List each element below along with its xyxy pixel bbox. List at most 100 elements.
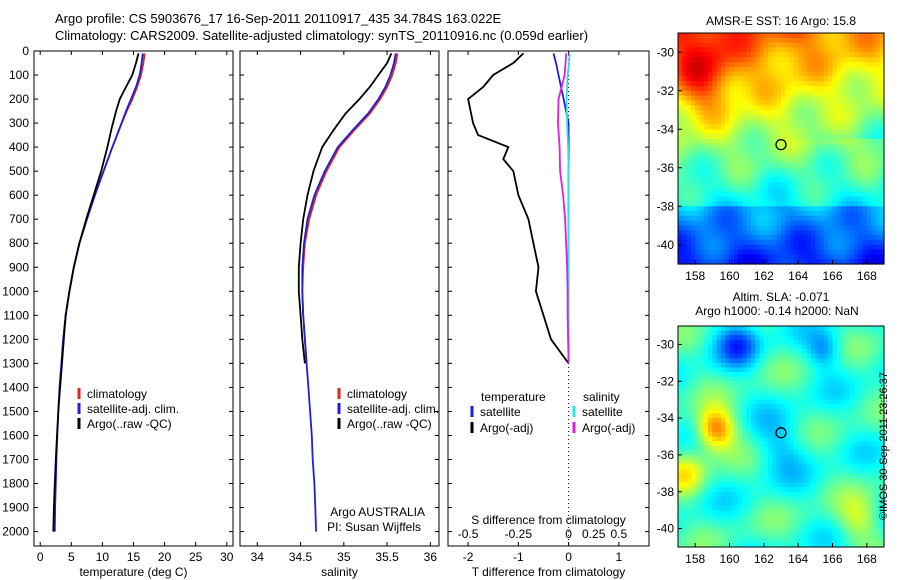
map-cell: [854, 496, 859, 502]
map-cell: [768, 187, 773, 193]
map-cell: [871, 187, 876, 193]
map-cell: [751, 542, 756, 548]
map-cell: [811, 143, 816, 150]
map-cell: [785, 431, 791, 438]
map-cell: [871, 477, 876, 484]
map-cell: [759, 172, 765, 178]
map-cell: [862, 385, 868, 392]
y-tick-label: 100: [9, 68, 29, 82]
map-cell: [763, 326, 769, 332]
map-cell: [798, 381, 804, 387]
map-cell: [712, 134, 718, 140]
map-cell: [815, 464, 821, 470]
map-cell: [832, 418, 838, 424]
map-cell: [871, 162, 876, 169]
map-cell: [738, 172, 743, 178]
map-cell: [806, 71, 812, 77]
map-cell: [708, 57, 713, 63]
map-cell: [841, 344, 846, 350]
map-cell: [729, 85, 735, 92]
map-cell: [819, 85, 825, 92]
map-cell: [763, 215, 769, 222]
map-cell: [789, 95, 795, 101]
map-cell: [789, 191, 795, 198]
map-cell: [759, 418, 765, 424]
map-cell: [763, 436, 769, 442]
map-cell: [819, 230, 825, 236]
map-cell: [832, 100, 838, 106]
map-cell: [793, 367, 799, 373]
map-cell: [879, 326, 885, 332]
map-cell: [798, 330, 804, 336]
map-cell: [841, 61, 846, 68]
map-cell: [785, 477, 791, 484]
map-cell: [695, 422, 701, 428]
map-cell: [862, 153, 868, 159]
map-cell: [763, 399, 769, 405]
map-cell: [729, 259, 735, 265]
map-cell: [858, 468, 864, 474]
map-cell: [763, 119, 769, 125]
map-cell: [849, 119, 855, 125]
map-cell: [759, 491, 765, 497]
map-cell: [738, 335, 743, 341]
map-cell: [763, 182, 769, 188]
x-tick-label: 10: [96, 550, 110, 564]
map-cell: [819, 124, 825, 130]
map-cell: [836, 326, 842, 332]
map-cell: [695, 225, 701, 231]
map-cell: [733, 501, 739, 507]
map-cell: [841, 464, 846, 470]
map-cell: [862, 235, 868, 241]
map-cell: [828, 47, 834, 53]
map-cell: [720, 95, 726, 101]
map-cell: [819, 182, 825, 188]
map-cell: [854, 487, 859, 493]
map-cell: [806, 100, 812, 106]
map-cell: [703, 344, 709, 350]
map-cell: [703, 418, 709, 424]
map-cell: [746, 408, 752, 415]
map-cell: [845, 100, 851, 106]
map-cell: [768, 381, 773, 387]
map-cell: [798, 358, 804, 364]
map-cell: [828, 206, 834, 212]
legend-label: Argo(-adj): [582, 421, 635, 435]
map-cell: [871, 158, 876, 164]
map-cell: [690, 225, 696, 231]
map-cell: [725, 533, 731, 539]
map-cell: [858, 537, 864, 543]
map-cell: [738, 482, 743, 488]
map-cell: [854, 124, 859, 130]
map-cell: [682, 524, 688, 530]
map-cell: [678, 206, 683, 212]
map-cell: [828, 344, 834, 350]
map-cell: [699, 191, 705, 198]
map-cell: [686, 148, 692, 154]
map-cell: [845, 505, 851, 511]
map-cell: [815, 335, 821, 341]
map-cell: [755, 90, 761, 97]
map-cell: [828, 215, 834, 222]
map-cell: [798, 353, 804, 359]
map-cell: [712, 427, 718, 433]
map-cell: [742, 187, 748, 193]
map-cell: [695, 390, 701, 396]
map-cell: [699, 57, 705, 63]
map-cell: [729, 249, 735, 255]
map-cell: [712, 441, 718, 447]
map-cell: [849, 404, 855, 410]
map-cell: [836, 542, 842, 548]
map-cell: [802, 344, 808, 350]
map-cell: [879, 220, 885, 227]
map-cell: [858, 81, 864, 87]
map-cell: [815, 519, 821, 525]
map-cell: [806, 514, 812, 520]
map-cell: [806, 505, 812, 511]
map-cell: [776, 191, 782, 198]
map-cell: [823, 191, 829, 198]
map-cell: [879, 114, 885, 121]
map-cell: [879, 191, 885, 198]
map-cell: [720, 482, 726, 488]
map-cell: [811, 339, 816, 345]
